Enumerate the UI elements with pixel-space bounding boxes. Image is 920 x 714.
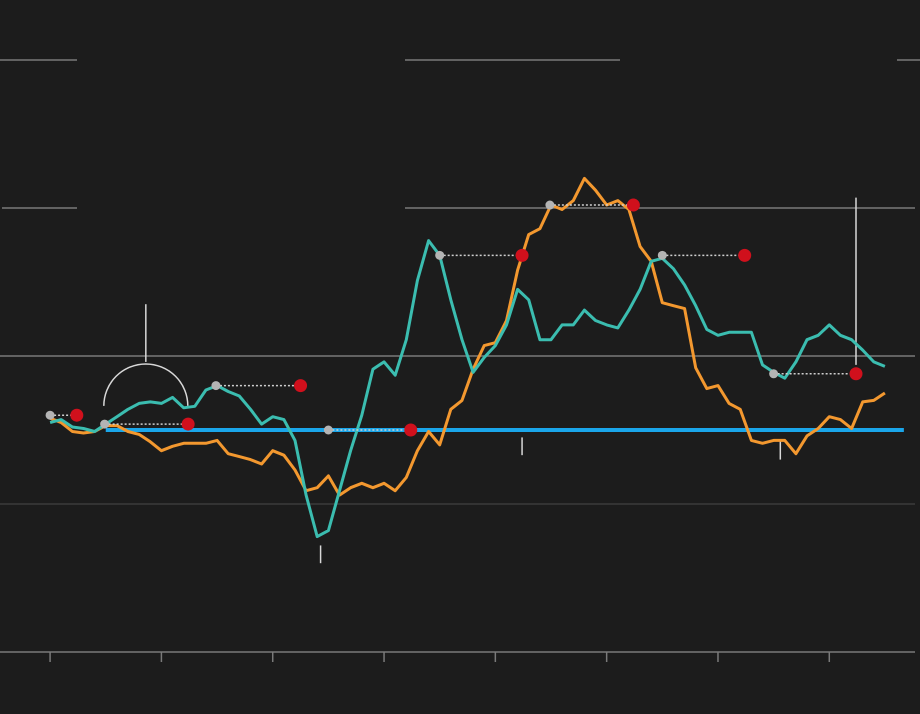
series-line: [49, 239, 886, 539]
pair-end: [70, 408, 84, 422]
pair-end: [738, 248, 752, 262]
pair-start: [769, 369, 779, 379]
pair-start: [657, 250, 667, 260]
pair-end: [404, 423, 418, 437]
pair-end: [849, 367, 863, 381]
pair-end: [181, 417, 195, 431]
pair-start: [211, 381, 221, 391]
pair-start: [45, 410, 55, 420]
series-line: [49, 176, 886, 497]
pair-start: [435, 250, 445, 260]
pair-start: [323, 425, 333, 435]
pair-end: [294, 379, 308, 393]
pair-start: [100, 419, 110, 429]
pair-start: [545, 200, 555, 210]
callout-arc: [103, 363, 189, 406]
pair-end: [626, 198, 640, 212]
pair-end: [515, 248, 529, 262]
